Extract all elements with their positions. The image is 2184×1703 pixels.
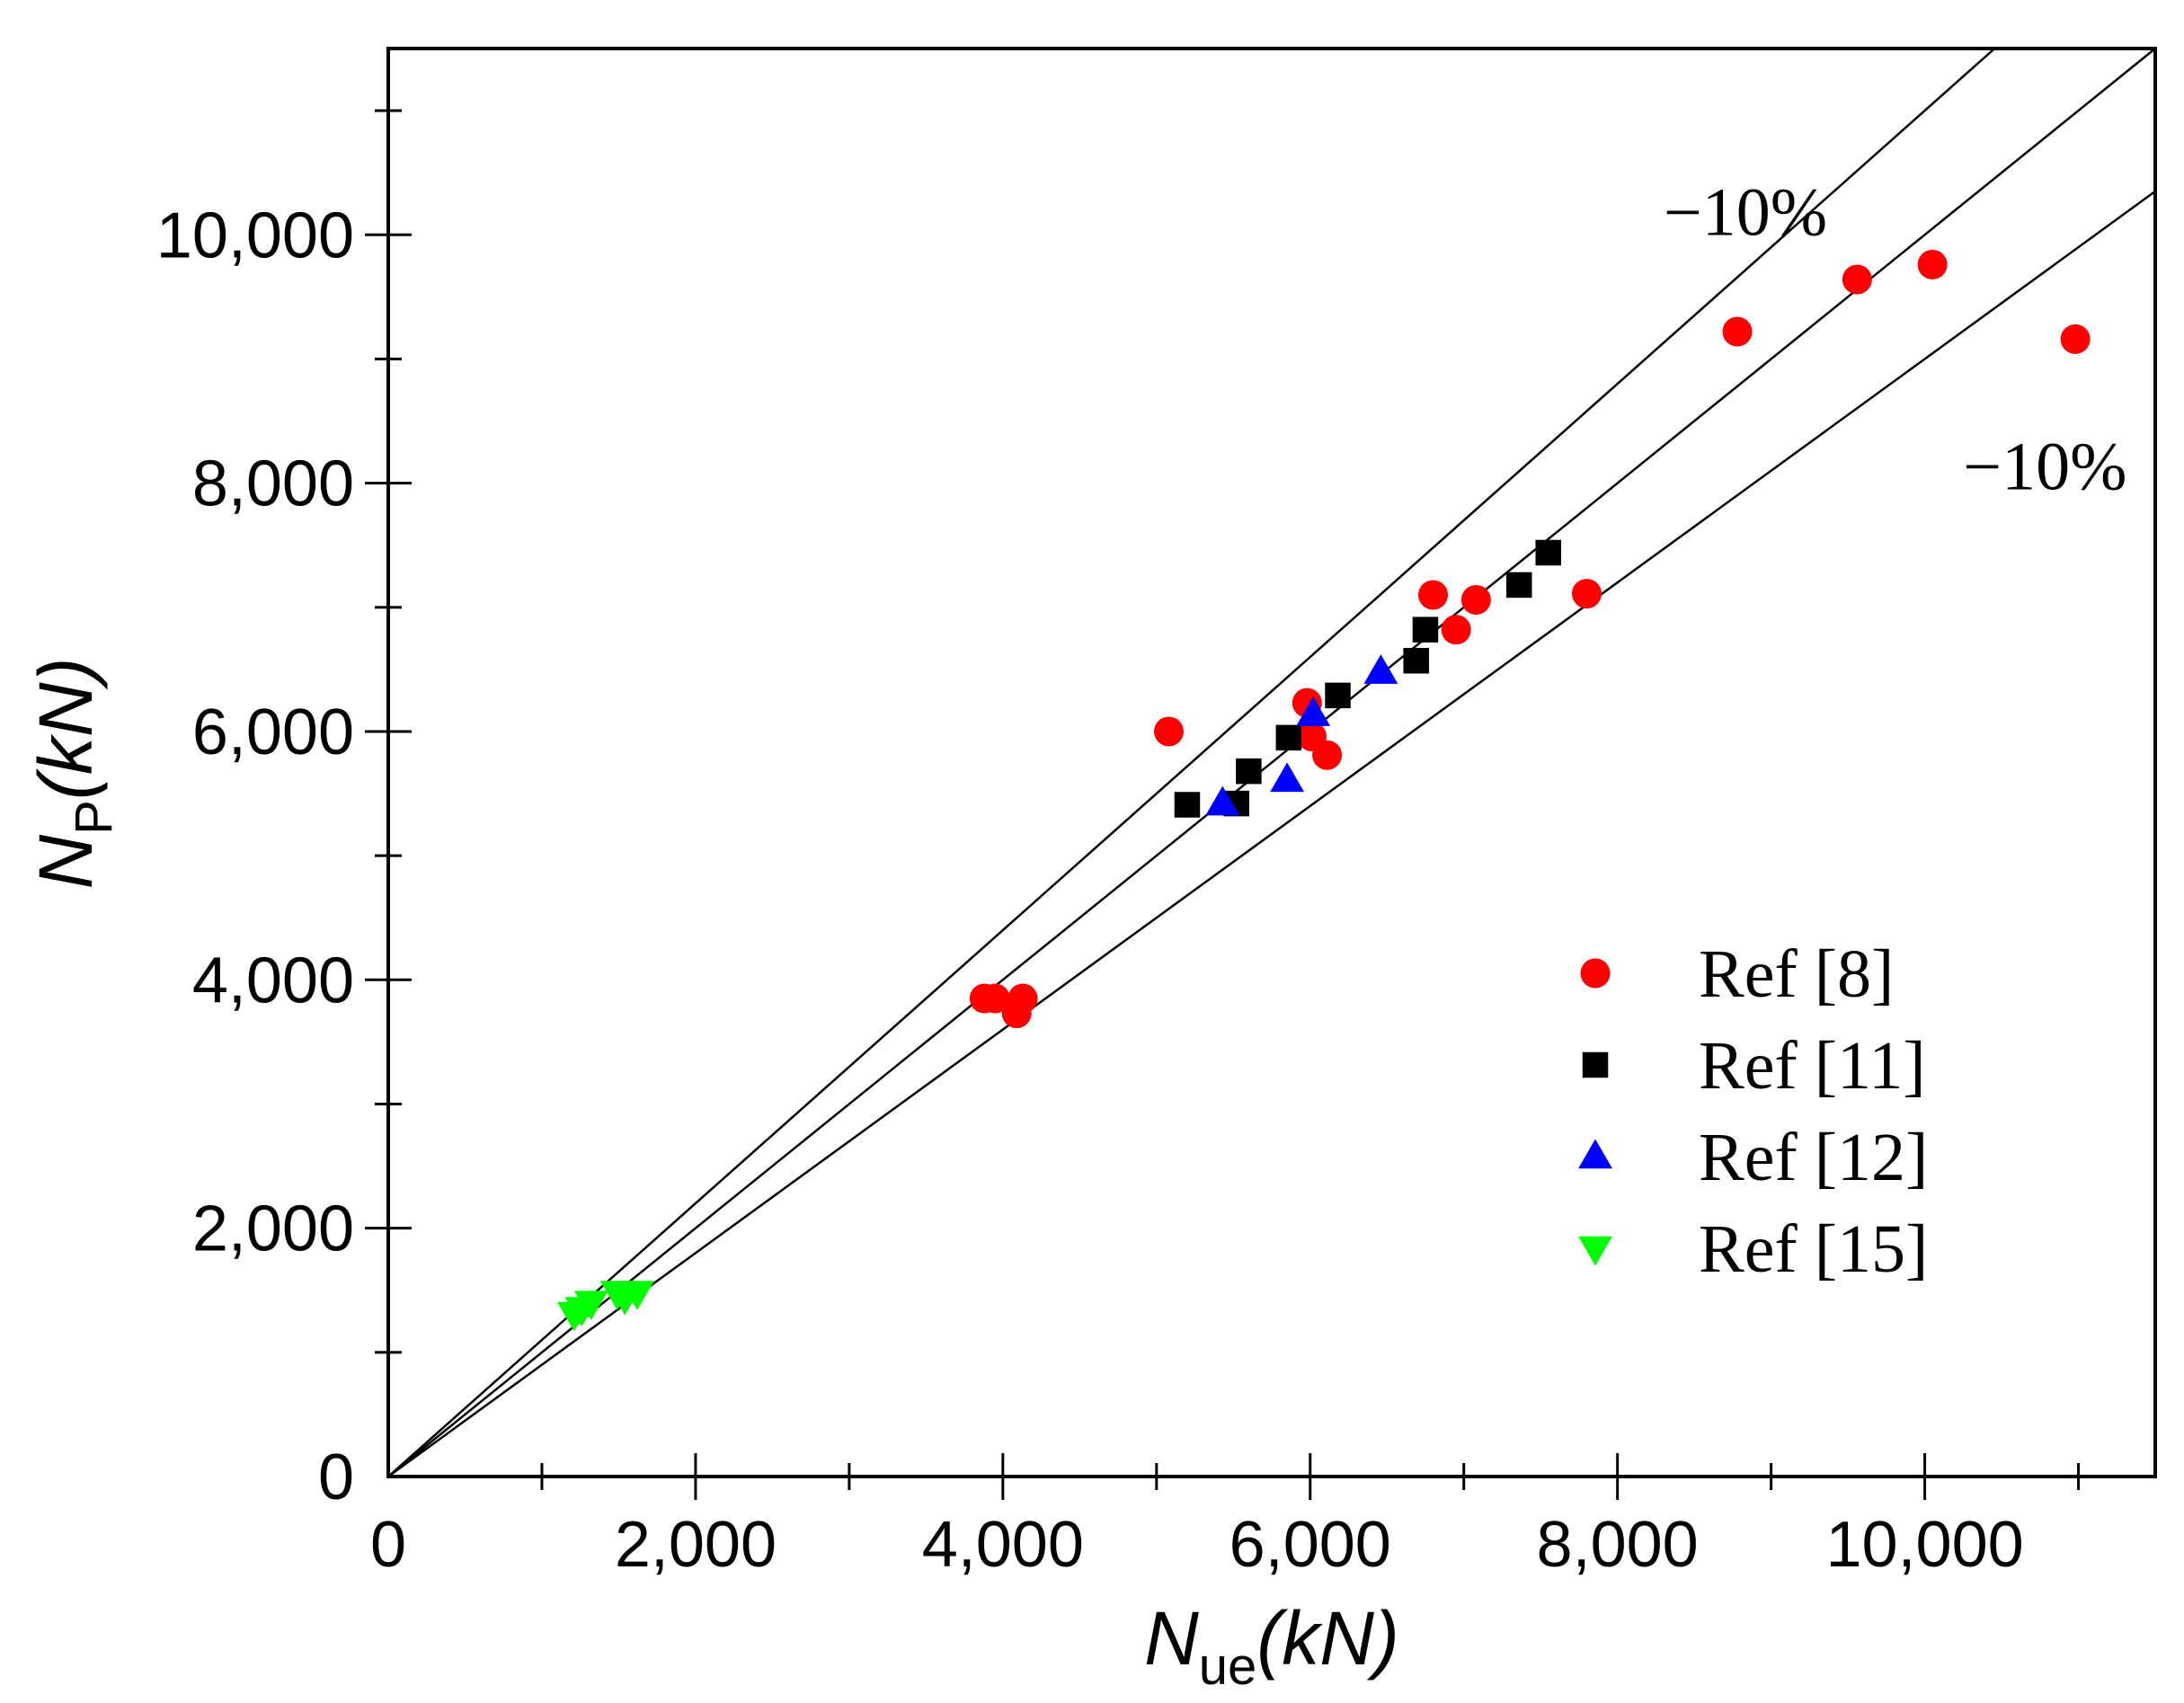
data-point [1917, 249, 1948, 279]
data-point [1363, 654, 1398, 684]
y-axis-title-unit: (kN) [23, 658, 108, 801]
data-markers [556, 249, 2091, 1332]
data-point [1270, 762, 1304, 793]
legend-marker [1578, 1139, 1612, 1169]
data-point [1403, 647, 1429, 674]
x-tick-label: 10,000 [1825, 1509, 2023, 1581]
legend-marker [1580, 958, 1611, 989]
legend-item: Ref [15] [1578, 1211, 1928, 1287]
data-point [1325, 682, 1351, 709]
x-tick-label: 0 [370, 1509, 406, 1581]
data-point [1412, 616, 1439, 643]
y-tick-label: 6,000 [192, 696, 354, 768]
y-axis-title-sub: P [65, 800, 123, 835]
series-ref-12- [1205, 654, 1398, 816]
series-ref-8- [969, 249, 2091, 1029]
x-tick-label: 4,000 [922, 1509, 1084, 1581]
tick-labels: 0 2,000 4,000 6,000 8,000 10,000 0 2,000 4,000 6,… [156, 200, 2024, 1581]
data-point [1296, 696, 1331, 726]
y-tick-label: 0 [318, 1441, 354, 1513]
series-ref-15- [556, 1281, 654, 1332]
data-point [1535, 539, 1561, 566]
legend-item: Ref [12] [1578, 1120, 1928, 1195]
x-axis-title: Nue(kN) [1144, 1596, 1399, 1696]
x-axis-title-unit: (kN) [1256, 1596, 1399, 1681]
y-axis-title: NP(kN) [23, 658, 123, 890]
legend-label: Ref [15] [1699, 1211, 1928, 1287]
y-tick-label: 8,000 [192, 448, 354, 520]
y-axis-title-group: NP(kN) [23, 658, 123, 890]
y-tick-label: 2,000 [192, 1193, 354, 1265]
data-point [1312, 740, 1343, 770]
data-point [1460, 584, 1491, 615]
data-point [1174, 792, 1201, 818]
legend-label: Ref [8] [1699, 936, 1894, 1012]
data-point [573, 1291, 608, 1321]
data-point [1205, 785, 1240, 816]
data-point [1418, 580, 1449, 610]
x-axis-title-main: N [1144, 1596, 1199, 1681]
data-point [1722, 316, 1753, 347]
data-point [1571, 579, 1602, 609]
x-axis-title-sub: ue [1199, 1637, 1257, 1696]
x-tick-label: 2,000 [615, 1509, 777, 1581]
data-point [1842, 264, 1872, 295]
legend-label: Ref [11] [1699, 1028, 1926, 1104]
series-ref-11- [1174, 539, 1561, 818]
plot-frame [386, 47, 2157, 1478]
annotation-label: −10% [1664, 174, 1827, 250]
annotations: −10% −10% [1664, 174, 2127, 504]
data-point [1441, 615, 1471, 645]
data-point [2060, 324, 2091, 354]
y-axis-title-main: N [23, 834, 108, 889]
y-tick-label: 10,000 [156, 200, 354, 271]
data-point [1008, 983, 1038, 1014]
legend-marker [1578, 1236, 1612, 1266]
reference-line-upper [387, 48, 1996, 1477]
legend: Ref [8] Ref [11] Ref [12] Ref [15] [1578, 936, 1928, 1287]
legend-item: Ref [8] [1580, 936, 1894, 1012]
data-point [1275, 724, 1302, 751]
legend-marker [1582, 1051, 1609, 1078]
legend-item: Ref [11] [1582, 1028, 1926, 1104]
legend-label: Ref [12] [1699, 1120, 1928, 1195]
data-point [1153, 716, 1184, 747]
data-point [980, 983, 1010, 1014]
x-tick-label: 6,000 [1230, 1509, 1391, 1581]
x-tick-label: 8,000 [1537, 1509, 1699, 1581]
annotation-label: −10% [1963, 430, 2126, 505]
y-tick-label: 4,000 [192, 945, 354, 1016]
data-point [620, 1281, 654, 1311]
reference-line-lower [387, 190, 2156, 1478]
data-point [1236, 758, 1262, 785]
axis-ticks [365, 109, 2081, 1500]
data-point [1505, 572, 1532, 599]
